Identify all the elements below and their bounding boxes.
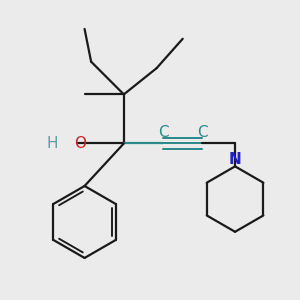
- Text: N: N: [229, 152, 242, 167]
- Text: O: O: [74, 136, 86, 151]
- Text: C: C: [158, 124, 168, 140]
- Text: H: H: [46, 136, 58, 151]
- Text: C: C: [197, 124, 208, 140]
